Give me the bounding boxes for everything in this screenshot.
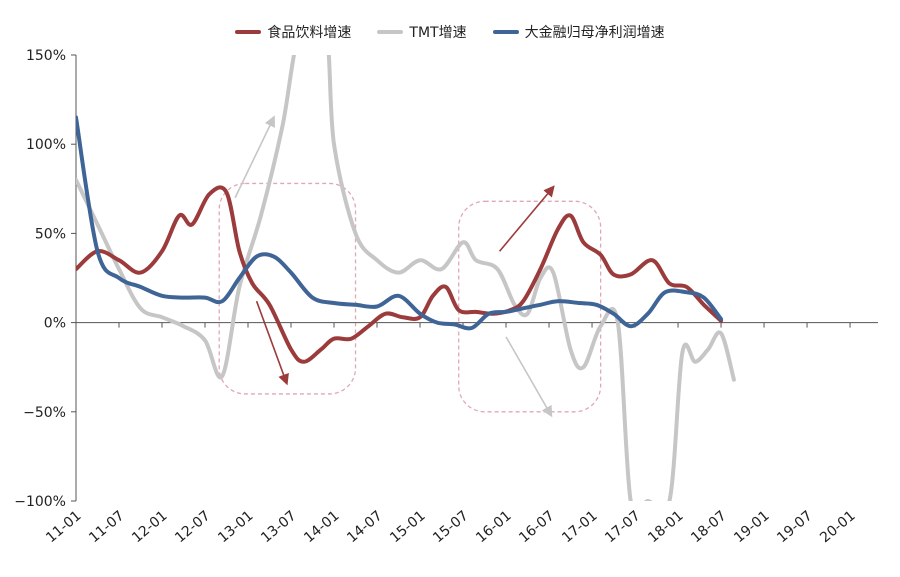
x-tick-label: 18-07	[688, 508, 729, 546]
annotation-arrow	[255, 300, 289, 386]
axes: 150% 100% 50% 0% −50% −100%11-01 11-07 12-01 12-…	[14, 48, 878, 546]
y-tick-label: 50%	[35, 226, 66, 242]
x-tick-label: 12-01	[129, 508, 170, 546]
y-tick-label: −100%	[14, 494, 66, 510]
y-tick-label: 100%	[26, 137, 66, 153]
legend-label-food-beverage: 食品饮料增速	[267, 25, 352, 41]
y-tick-label: 0%	[44, 316, 66, 332]
legend-item-tmt: TMT增速	[377, 22, 467, 42]
annotation-arrow	[498, 185, 555, 252]
legend-label-finance: 大金融归母净利润增速	[524, 25, 665, 41]
x-tick-label: 19-01	[731, 508, 772, 546]
annotation-arrow	[505, 336, 553, 418]
series-line-finance	[76, 115, 723, 331]
x-tick-label: 15-07	[430, 508, 471, 546]
x-tick-label: 11-01	[43, 508, 84, 546]
annotation-dashed-box	[458, 200, 602, 413]
x-tick-label: 13-07	[258, 508, 299, 546]
x-tick-label: 17-01	[559, 508, 600, 546]
x-tick-label: 14-01	[301, 508, 342, 546]
x-tick-label: 19-07	[774, 508, 815, 546]
y-tick-label: 150%	[26, 48, 66, 64]
series-lines	[76, 55, 736, 501]
series-line-food-beverage	[76, 185, 723, 364]
x-tick-label: 17-07	[602, 508, 643, 546]
annotations	[218, 115, 602, 418]
annotation-arrow	[234, 115, 275, 199]
y-tick-label: −50%	[23, 405, 66, 421]
legend-item-finance: 大金融归母净利润增速	[492, 22, 665, 42]
x-tick-label: 16-07	[516, 508, 557, 546]
legend-swatch-tmt	[377, 30, 404, 34]
x-tick-label: 14-07	[344, 508, 385, 546]
x-tick-label: 15-01	[387, 508, 428, 546]
legend-swatch-finance	[492, 30, 519, 34]
series-line-tmt	[76, 55, 736, 501]
x-tick-label: 13-01	[215, 508, 256, 546]
x-tick-label: 20-01	[817, 508, 858, 546]
legend: 食品饮料增速 TMT增速 大金融归母净利润增速	[0, 20, 900, 44]
x-tick-label: 18-01	[645, 508, 686, 546]
legend-swatch-food-beverage	[235, 30, 262, 34]
annotation-dashed-box	[218, 182, 357, 395]
x-tick-label: 16-01	[473, 508, 514, 546]
legend-label-tmt: TMT增速	[409, 25, 467, 41]
legend-item-food-beverage: 食品饮料增速	[235, 22, 351, 42]
x-tick-label: 11-07	[86, 508, 127, 546]
x-tick-label: 12-07	[172, 508, 213, 546]
